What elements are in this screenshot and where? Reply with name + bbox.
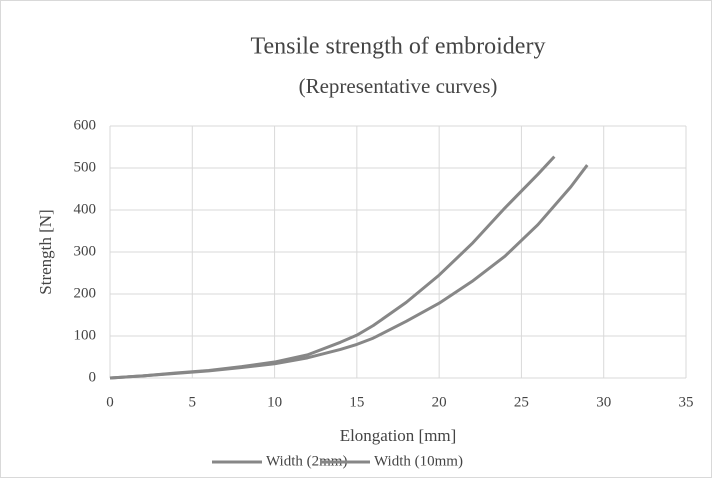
x-tick-label: 25 — [514, 394, 529, 410]
x-tick-label: 20 — [432, 394, 447, 410]
y-tick-label: 100 — [74, 327, 97, 343]
chart-title: Tensile strength of embroidery — [251, 34, 546, 60]
x-tick-label: 0 — [106, 394, 114, 410]
y-tick-label: 500 — [74, 159, 97, 175]
legend-label: Width (2mm) — [266, 453, 347, 469]
chart-subtitle: (Representative curves) — [299, 74, 498, 98]
x-axis-title: Elongation [mm] — [340, 426, 457, 445]
x-tick-label: 30 — [596, 394, 611, 410]
x-tick-label: 5 — [189, 394, 197, 410]
legend-label: Width (10mm) — [374, 453, 463, 469]
x-tick-label: 10 — [267, 394, 282, 410]
x-tick-label: 15 — [349, 394, 364, 410]
y-tick-label: 400 — [74, 201, 97, 217]
y-tick-label: 200 — [74, 285, 97, 301]
x-tick-label: 35 — [679, 394, 694, 410]
y-tick-label: 600 — [74, 117, 97, 133]
y-tick-label: 300 — [74, 243, 97, 259]
y-axis-title: Strength [N] — [36, 209, 55, 294]
line-series — [109, 164, 589, 380]
y-tick-label: 0 — [89, 369, 97, 385]
